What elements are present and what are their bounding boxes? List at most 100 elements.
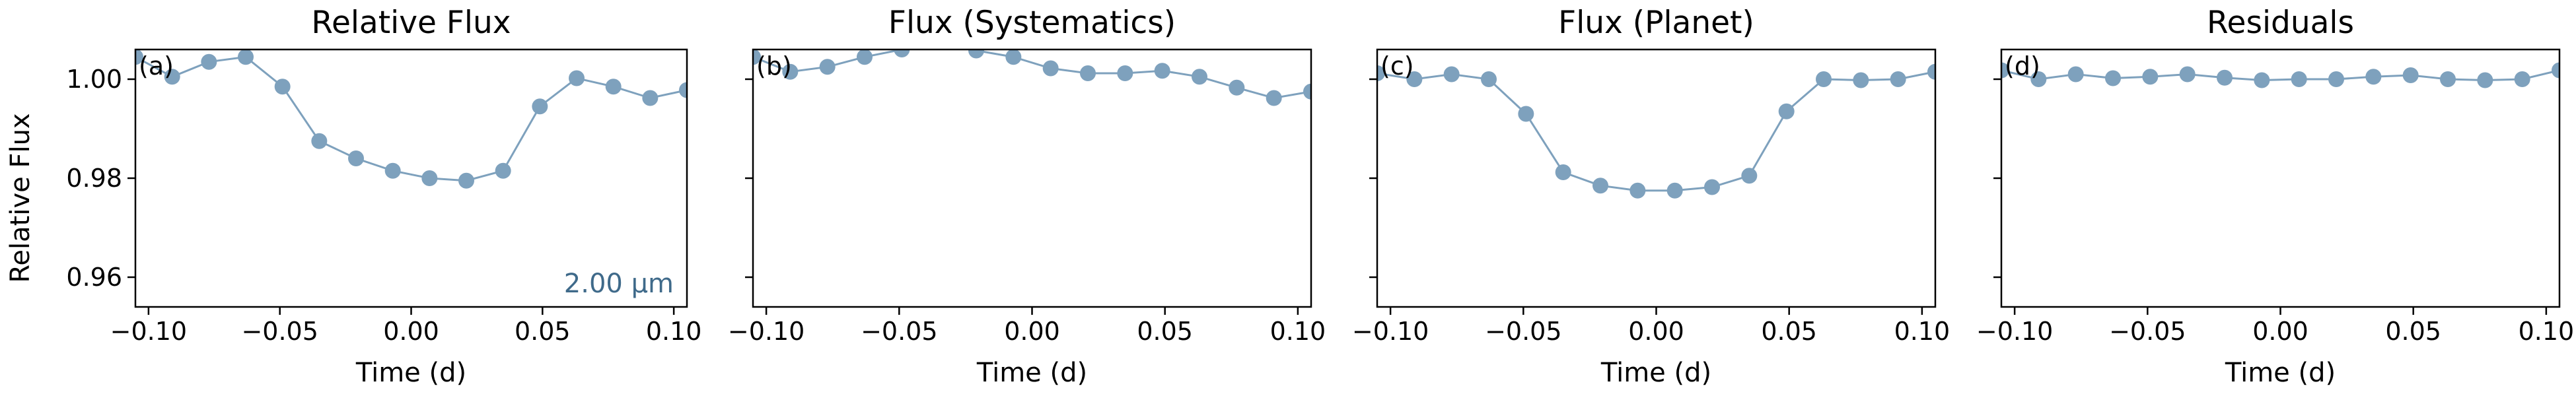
panel-1-point <box>495 162 511 179</box>
panel-4-point <box>2179 66 2196 82</box>
panel-3-point <box>1816 71 1832 87</box>
panel-1-point <box>238 50 254 65</box>
panel-1-y-tick-label: 1.00 <box>66 65 122 94</box>
panel-4-title: Residuals <box>2207 5 2354 41</box>
panel-2-point <box>1042 60 1059 77</box>
panel-4-point <box>2142 69 2159 85</box>
panel-4-series-line <box>2001 69 2559 82</box>
panel-2-point <box>1154 63 1170 79</box>
panel-1-point <box>274 79 291 95</box>
panels: −0.10 −0.05 0.00 0.05 0.10 0.96 0.98 1.00 Relati… <box>66 5 2574 388</box>
panel-1-y-tick-label: 0.96 <box>66 263 122 292</box>
panel-4-point <box>2217 69 2233 86</box>
panel-1: −0.10 −0.05 0.00 0.05 0.10 0.96 0.98 1.00 Relati… <box>66 5 701 388</box>
panel-4-point <box>2254 72 2270 88</box>
panel-3-x-tick-label: 0.00 <box>1628 317 1684 346</box>
panel-3-series-line <box>1377 71 1935 192</box>
panel-1-point <box>348 150 364 166</box>
panel-4-point <box>2552 62 2559 79</box>
panel-1-x-tick-label: −0.05 <box>241 317 318 346</box>
panel-1-x-tick-label: 0.00 <box>383 317 439 346</box>
panel-4-point <box>2105 70 2121 86</box>
panel-1-point <box>384 162 401 179</box>
panel-2-point <box>1229 79 1245 96</box>
panel-3-x-axis-label: Time (d) <box>1600 358 1711 388</box>
panel-3-x-tick-label: 0.05 <box>1761 317 1817 346</box>
panel-1-y-tick-label: 0.98 <box>66 164 122 193</box>
panel-3-tag: (c) <box>1380 51 1414 81</box>
panel-4-x-tick-label: 0.05 <box>2385 317 2441 346</box>
panel-3: −0.10 −0.05 0.00 0.05 0.10 Flux (Planet) Time … <box>1352 5 1950 388</box>
panel-1-x-tick-label: 0.05 <box>515 317 571 346</box>
panel-1-point <box>164 69 180 85</box>
panel-1-title: Relative Flux <box>311 5 511 41</box>
panel-2-point <box>819 59 836 75</box>
panel-3-x-tick-label: −0.10 <box>1352 317 1429 346</box>
panel-4-point <box>2477 72 2493 88</box>
panel-2-point <box>1080 65 1096 81</box>
panel-1-point <box>458 172 474 189</box>
panel-3-point <box>1666 182 1683 199</box>
panel-1-x-tick-label: 0.10 <box>646 317 702 346</box>
panel-3-point <box>1443 66 1460 82</box>
panel-3-point <box>1518 106 1534 122</box>
panel-1-point <box>642 90 659 106</box>
panel-3-x-tick-label: 0.10 <box>1894 317 1950 346</box>
panel-1-tag: (a) <box>139 51 174 81</box>
panel-4-point <box>2365 69 2382 85</box>
panel-1-point <box>311 133 328 149</box>
panel-2: −0.10 −0.05 0.00 0.05 0.10 Flux (Systematics)… <box>728 5 1326 388</box>
panel-2-x-tick-label: −0.05 <box>861 317 937 346</box>
panel-4-point <box>2030 71 2047 87</box>
panel-3-point <box>1629 182 1646 199</box>
panel-1-point <box>421 170 438 186</box>
panel-4-x-tick-label: 0.00 <box>2252 317 2308 346</box>
panel-3-point <box>1741 168 1758 184</box>
panel-2-series <box>753 50 1311 106</box>
panel-3-frame <box>1376 48 1937 308</box>
panel-1-x-axis-label: Time (d) <box>355 358 466 388</box>
panel-1-point <box>201 53 217 70</box>
panel-1-point <box>679 82 687 98</box>
panel-3-series <box>1377 63 1935 199</box>
panel-2-x-tick-label: 0.05 <box>1137 317 1193 346</box>
panel-2-point <box>968 50 984 59</box>
panel-2-point <box>1192 69 1207 85</box>
panel-4-x-tick-label: 0.10 <box>2519 317 2575 346</box>
panel-2-point <box>1117 65 1133 81</box>
panel-4-frame <box>2000 48 2561 308</box>
panel-1-point <box>532 98 548 115</box>
panel-2-title: Flux (Systematics) <box>888 5 1176 41</box>
panel-4-point <box>2514 71 2530 87</box>
panel-2-x-tick-label: 0.10 <box>1270 317 1326 346</box>
panel-3-title: Flux (Planet) <box>1558 5 1754 41</box>
panel-3-point <box>1592 178 1608 194</box>
panel-1-point <box>569 70 585 86</box>
panel-2-point <box>894 50 910 57</box>
panel-4-point <box>2291 71 2307 87</box>
panel-2-x-tick-label: −0.10 <box>728 317 805 346</box>
panel-3-point <box>1555 164 1571 180</box>
panel-4-point <box>2001 62 2009 79</box>
panel-2-point <box>1266 90 1282 106</box>
panel-2-point <box>782 63 799 80</box>
panel-2-point <box>1303 83 1311 100</box>
panel-1-series <box>135 50 687 189</box>
panel-3-point <box>1704 179 1720 195</box>
panel-3-point <box>1778 103 1795 119</box>
panel-1-series-line <box>135 55 687 182</box>
panel-3-point <box>1890 71 1906 87</box>
panel-2-x-tick-label: 0.00 <box>1004 317 1060 346</box>
panel-3-point <box>1481 71 1497 87</box>
panel-3-x-tick-label: −0.05 <box>1485 317 1561 346</box>
panel-4-series <box>2001 62 2559 88</box>
figure-y-axis-label: Relative Flux <box>5 113 36 282</box>
panel-1-point <box>605 79 622 95</box>
panel-3-point <box>1406 71 1423 87</box>
panel-1-wavelength-annotation: 2.00 µm <box>564 269 674 299</box>
panel-4-x-tick-label: −0.05 <box>2109 317 2186 346</box>
panel-4-tag: (d) <box>2005 51 2040 81</box>
panel-2-series-line <box>753 50 1311 100</box>
panel-1-point <box>135 50 143 65</box>
